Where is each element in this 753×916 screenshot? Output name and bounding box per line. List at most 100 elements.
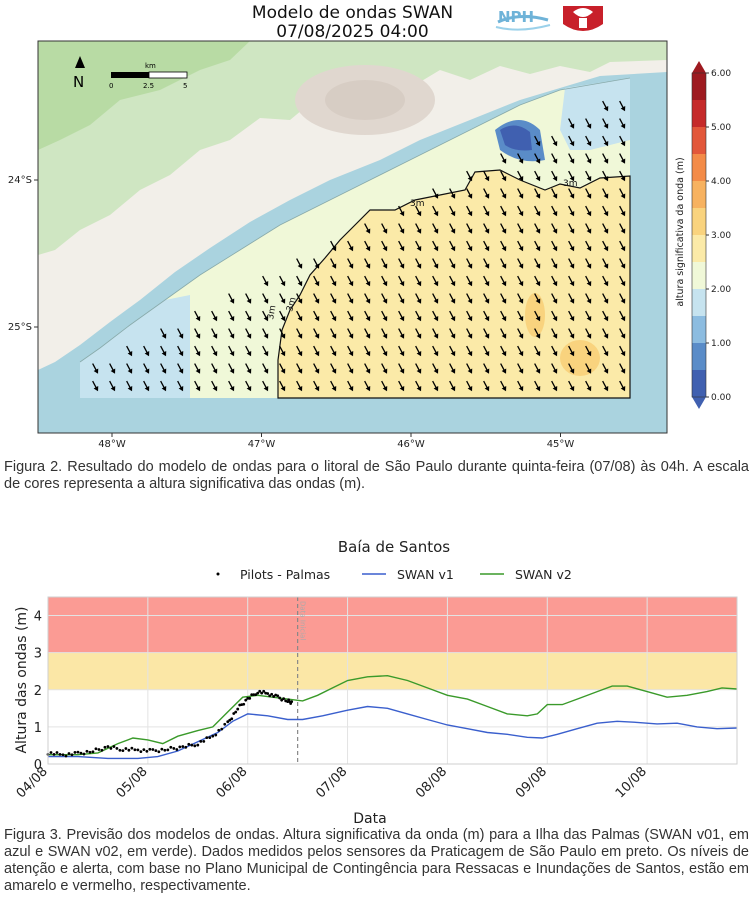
- wave-arrow: [194, 345, 201, 357]
- wave-arrow: [585, 170, 592, 182]
- observation-point: [196, 743, 200, 747]
- wave-arrow: [517, 170, 524, 182]
- wave-arrow: [517, 293, 524, 304]
- legend-marker-pilots: [216, 572, 220, 576]
- x-tick-label: 08/08: [413, 764, 450, 801]
- wave-arrow: [313, 328, 320, 339]
- wave-arrow: [534, 205, 541, 217]
- wave-arrow: [364, 345, 371, 357]
- plot-frame: [47, 596, 738, 765]
- map-axes: 48°W 47°W 46°W 45°W 24°S 25°S: [8, 175, 574, 450]
- observation-point: [79, 751, 83, 755]
- wave-arrow: [483, 310, 490, 322]
- wave-arrow: [211, 380, 218, 392]
- wave-arrow: [432, 310, 439, 322]
- colorbar: altura significativa da onda (m) 0.00 1.0…: [675, 61, 731, 409]
- wave-arrow: [279, 275, 286, 287]
- wave-arrow: [585, 345, 592, 357]
- wave-map-figure: NPH 3m 3m 3m 3m: [8, 6, 731, 450]
- wave-arrow: [415, 345, 422, 357]
- wave-arrow: [483, 380, 490, 392]
- forecast-start-label: Data Inicial: [299, 601, 307, 640]
- observation-point: [181, 745, 185, 748]
- wave-arrow: [228, 380, 235, 392]
- wave-arrow: [330, 258, 337, 269]
- wave-arrow: [534, 258, 541, 269]
- wave-arrow: [398, 328, 405, 339]
- wave-arrow: [449, 345, 456, 357]
- scalebar: km 0 2.5 5: [109, 62, 187, 90]
- wave-arrow: [534, 328, 541, 339]
- wave-arrow: [415, 240, 422, 252]
- wave-arrow: [483, 293, 490, 304]
- chart-title: Baía de Santos: [338, 538, 450, 556]
- wave-arrow: [568, 135, 575, 147]
- wave-arrow: [466, 380, 473, 392]
- wave-arrow: [602, 275, 609, 287]
- wave-arrow: [194, 310, 201, 322]
- observation-point: [160, 747, 164, 751]
- wave-arrow: [398, 293, 405, 304]
- wave-arrow: [449, 205, 456, 217]
- observation-point: [82, 752, 86, 756]
- wave-arrow: [483, 240, 490, 252]
- wave-arrow: [313, 345, 320, 357]
- wave-arrow: [534, 363, 541, 374]
- wave-arrow: [602, 100, 609, 112]
- wave-arrow: [619, 293, 626, 304]
- wave-arrow: [466, 188, 473, 199]
- wave-arrow: [330, 293, 337, 304]
- wave-arrow: [398, 363, 405, 374]
- observation-point: [166, 748, 170, 752]
- wave-arrow: [313, 380, 320, 392]
- lat-tick-label: 24°S: [8, 175, 32, 186]
- wave-arrow: [517, 345, 524, 357]
- wave-arrow: [551, 188, 558, 199]
- observation-point: [187, 742, 191, 746]
- wave-arrow: [432, 293, 439, 304]
- y-tick-label: 3: [34, 647, 42, 662]
- wave-arrow: [551, 345, 558, 357]
- observation-point: [282, 697, 286, 701]
- wave-arrow: [432, 205, 439, 217]
- wave-arrow: [551, 258, 558, 269]
- observation-point: [230, 717, 234, 721]
- observation-point: [256, 691, 260, 695]
- observation-point: [157, 750, 161, 754]
- x-axis-label: Data: [353, 811, 386, 827]
- lon-tick-label: 48°W: [98, 439, 126, 450]
- observation-point: [52, 752, 56, 756]
- wave-arrow: [398, 275, 405, 287]
- wave-arrow: [619, 205, 626, 217]
- wave-arrow: [500, 345, 507, 357]
- colorbar-segment: [692, 181, 706, 208]
- wave-arrow: [449, 380, 456, 392]
- wave-arrow: [126, 345, 133, 357]
- contour-label-3m: 3m: [410, 199, 425, 209]
- wave-arrow: [228, 310, 235, 322]
- observation-point: [270, 692, 274, 696]
- x-tick-label: 07/08: [313, 764, 350, 801]
- observation-point: [139, 750, 143, 754]
- observation-point: [61, 753, 65, 757]
- wave-arrow: [568, 345, 575, 357]
- wave-arrow: [483, 275, 490, 287]
- wave-arrow: [466, 345, 473, 357]
- wave-arrow: [347, 258, 354, 269]
- lon-tick-label: 45°W: [547, 439, 575, 450]
- wave-arrow: [296, 380, 303, 392]
- observation-point: [211, 734, 215, 738]
- wave-arrow: [551, 363, 558, 374]
- wave-arrow: [568, 240, 575, 252]
- observation-point: [280, 698, 284, 702]
- wave-arrow: [551, 153, 558, 164]
- wave-arrow: [466, 205, 473, 217]
- observation-point: [73, 750, 77, 754]
- observation-point: [244, 698, 248, 702]
- observation-point: [136, 748, 140, 752]
- colorbar-segment: [692, 73, 706, 100]
- wave-arrow: [347, 275, 354, 287]
- observation-point: [199, 739, 203, 743]
- wave-arrow: [228, 363, 235, 374]
- wave-arrow: [551, 205, 558, 217]
